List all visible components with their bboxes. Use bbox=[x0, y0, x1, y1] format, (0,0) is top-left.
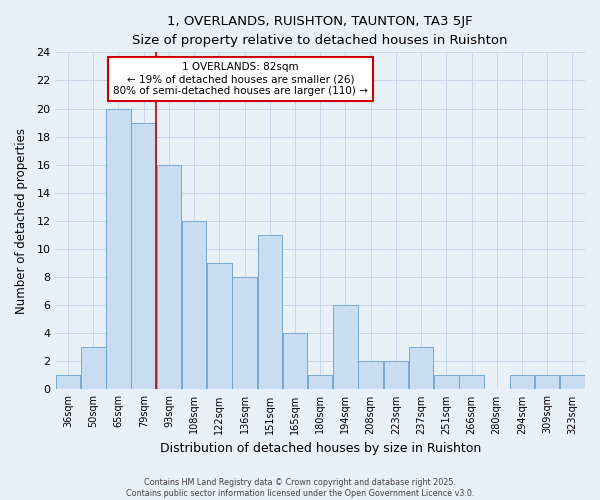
Bar bbox=[535, 376, 559, 390]
Bar bbox=[510, 376, 534, 390]
Bar bbox=[308, 376, 332, 390]
Bar bbox=[131, 122, 156, 390]
Bar bbox=[383, 362, 408, 390]
Bar bbox=[232, 277, 257, 390]
Bar bbox=[81, 348, 106, 390]
Bar bbox=[459, 376, 484, 390]
Bar bbox=[434, 376, 458, 390]
Title: 1, OVERLANDS, RUISHTON, TAUNTON, TA3 5JF
Size of property relative to detached h: 1, OVERLANDS, RUISHTON, TAUNTON, TA3 5JF… bbox=[133, 15, 508, 47]
Bar bbox=[56, 376, 80, 390]
Bar bbox=[358, 362, 383, 390]
Bar bbox=[157, 164, 181, 390]
Bar bbox=[560, 376, 584, 390]
Bar bbox=[283, 333, 307, 390]
Bar bbox=[182, 221, 206, 390]
Bar bbox=[207, 263, 232, 390]
Bar bbox=[106, 108, 131, 390]
Bar bbox=[333, 305, 358, 390]
Text: 1 OVERLANDS: 82sqm
← 19% of detached houses are smaller (26)
80% of semi-detache: 1 OVERLANDS: 82sqm ← 19% of detached hou… bbox=[113, 62, 368, 96]
Y-axis label: Number of detached properties: Number of detached properties bbox=[15, 128, 28, 314]
Bar bbox=[409, 348, 433, 390]
Bar bbox=[257, 235, 282, 390]
Text: Contains HM Land Registry data © Crown copyright and database right 2025.
Contai: Contains HM Land Registry data © Crown c… bbox=[126, 478, 474, 498]
X-axis label: Distribution of detached houses by size in Ruishton: Distribution of detached houses by size … bbox=[160, 442, 481, 455]
